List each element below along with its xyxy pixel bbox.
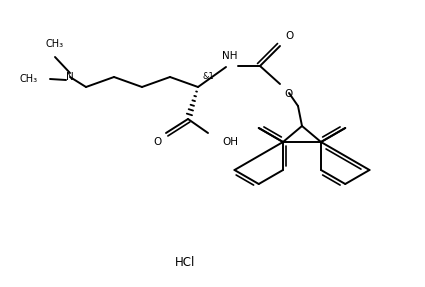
Text: CH₃: CH₃ xyxy=(46,39,64,49)
Text: O: O xyxy=(285,31,293,41)
Text: N: N xyxy=(66,72,74,82)
Text: &1: &1 xyxy=(203,72,215,81)
Text: NH: NH xyxy=(222,51,238,61)
Text: O: O xyxy=(154,137,162,147)
Text: CH₃: CH₃ xyxy=(20,74,38,84)
Text: HCl: HCl xyxy=(175,255,195,269)
Text: OH: OH xyxy=(222,137,238,147)
Text: O: O xyxy=(284,89,292,99)
